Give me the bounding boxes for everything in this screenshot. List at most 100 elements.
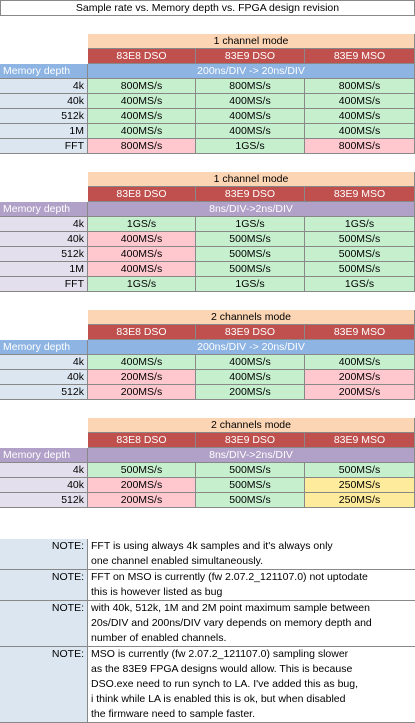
note-label: NOTE: xyxy=(0,601,88,647)
sample-rate-cell: 250MS/s xyxy=(305,478,415,493)
column-header: 83E9 MSO xyxy=(305,325,415,340)
sample-rate-cell: 200MS/s xyxy=(88,370,196,385)
sample-rate-cell: 400MS/s xyxy=(88,124,196,139)
sample-rate-cell: 400MS/s xyxy=(305,109,415,124)
column-header: 83E8 DSO xyxy=(88,187,196,202)
memory-depth-value: 512k xyxy=(0,493,88,508)
column-header: 83E9 MSO xyxy=(305,433,415,448)
blank-cell xyxy=(0,172,88,187)
note-line: with 40k, 512k, 1M and 2M point maximum … xyxy=(91,602,370,614)
sample-rate-cell: 1GS/s xyxy=(88,277,196,292)
memory-depth-value: 40k xyxy=(0,370,88,385)
column-header: 83E9 DSO xyxy=(196,187,305,202)
note-text: FFT is using always 4k samples and it's … xyxy=(88,539,415,570)
sample-rate-cell: 800MS/s xyxy=(305,79,415,94)
memory-depth-label: Memory depth xyxy=(0,448,88,463)
note-line: i think while LA is enabled this is ok, … xyxy=(91,693,346,705)
rate-table: 2 channels mode 83E8 DSO 83E9 DSO 83E9 MSO M… xyxy=(0,310,415,400)
table-row: 4k 1GS/s 1GS/s 1GS/s xyxy=(0,217,415,232)
blank-cell xyxy=(0,310,88,325)
sample-rate-cell: 200MS/s xyxy=(88,478,196,493)
blank-cell xyxy=(0,325,88,340)
sample-rate-cell: 400MS/s xyxy=(196,124,305,139)
blank-cell xyxy=(0,418,88,433)
sample-rate-cell: 400MS/s xyxy=(88,109,196,124)
sample-rate-cell: 1GS/s xyxy=(196,139,305,154)
sample-rate-cell: 500MS/s xyxy=(305,463,415,478)
sample-rate-cell: 1GS/s xyxy=(88,217,196,232)
timebase-range: 200ns/DIV -> 20ns/DIV xyxy=(88,340,415,355)
table-row: 40k 200MS/s 400MS/s 200MS/s xyxy=(0,370,415,385)
table-row: 1M 400MS/s 500MS/s 500MS/s xyxy=(0,262,415,277)
sample-rate-cell: 400MS/s xyxy=(196,370,305,385)
table-row: 40k 400MS/s 500MS/s 500MS/s xyxy=(0,232,415,247)
sample-rate-cell: 200MS/s xyxy=(88,493,196,508)
sample-rate-cell: 200MS/s xyxy=(196,385,305,400)
memory-depth-value: FFT xyxy=(0,139,88,154)
note-row: NOTE: MSO is currently (fw 2.07.2_121107.… xyxy=(0,647,415,723)
column-header: 83E8 DSO xyxy=(88,433,196,448)
sample-rate-cell: 200MS/s xyxy=(305,385,415,400)
tables-container: 1 channel mode 83E8 DSO 83E9 DSO 83E9 MSO Me… xyxy=(0,16,415,539)
sample-rate-cell: 400MS/s xyxy=(88,94,196,109)
sample-rate-cell: 500MS/s xyxy=(305,262,415,277)
table-row: 512k 200MS/s 500MS/s 250MS/s xyxy=(0,493,415,508)
table-spacer xyxy=(0,154,415,172)
blank-cell xyxy=(0,433,88,448)
rate-table: 2 channels mode 83E8 DSO 83E9 DSO 83E9 MSO M… xyxy=(0,418,415,508)
note-line: the firmware need to sample faster. xyxy=(91,708,255,720)
memory-depth-value: 1M xyxy=(0,124,88,139)
sample-rate-cell: 500MS/s xyxy=(196,262,305,277)
memory-depth-label: Memory depth xyxy=(0,340,88,355)
sample-rate-cell: 500MS/s xyxy=(305,232,415,247)
sheet-title: Sample rate vs. Memory depth vs. FPGA de… xyxy=(0,0,415,16)
sample-rate-cell: 500MS/s xyxy=(196,478,305,493)
table-spacer xyxy=(0,16,415,34)
mode-header: 1 channel mode xyxy=(88,34,415,49)
sample-rate-cell: 1GS/s xyxy=(305,277,415,292)
note-row: NOTE: FFT is using always 4k samples and … xyxy=(0,539,415,570)
blank-cell xyxy=(0,34,88,49)
sample-rate-cell: 800MS/s xyxy=(305,139,415,154)
column-header: 83E9 DSO xyxy=(196,325,305,340)
memory-depth-value: 4k xyxy=(0,79,88,94)
memory-depth-value: FFT xyxy=(0,277,88,292)
note-line: 20s/DIV and 200ns/DIV vary depends on me… xyxy=(91,617,372,629)
table-spacer xyxy=(0,292,415,310)
timebase-range: 8ns/DIV->2ns/DIV xyxy=(88,448,415,463)
note-row: NOTE: with 40k, 512k, 1M and 2M point max… xyxy=(0,601,415,647)
timebase-range: 200ns/DIV -> 20ns/DIV xyxy=(88,64,415,79)
blank-cell xyxy=(0,49,88,64)
note-line: this is however listed as bug xyxy=(91,586,223,598)
note-line: DSO.exe need to run synch to LA. I've ad… xyxy=(91,678,359,690)
note-text: MSO is currently (fw 2.07.2_121107.0) sa… xyxy=(88,647,415,723)
sample-rate-cell: 500MS/s xyxy=(196,493,305,508)
sample-rate-cell: 200MS/s xyxy=(88,385,196,400)
blank-cell xyxy=(0,187,88,202)
memory-depth-value: 40k xyxy=(0,94,88,109)
column-header: 83E8 DSO xyxy=(88,49,196,64)
column-header: 83E8 DSO xyxy=(88,325,196,340)
table-row: 4k 500MS/s 500MS/s 500MS/s xyxy=(0,463,415,478)
sample-rate-cell: 800MS/s xyxy=(88,139,196,154)
mode-header: 1 channel mode xyxy=(88,172,415,187)
timebase-range: 8ns/DIV->2ns/DIV xyxy=(88,202,415,217)
memory-depth-value: 1M xyxy=(0,262,88,277)
note-line: FFT is using always 4k samples and it's … xyxy=(91,540,333,552)
sample-rate-cell: 400MS/s xyxy=(88,355,196,370)
memory-depth-value: 512k xyxy=(0,247,88,262)
table-row: 4k 800MS/s 800MS/s 800MS/s xyxy=(0,79,415,94)
table-row: 4k 400MS/s 400MS/s 400MS/s xyxy=(0,355,415,370)
mode-header: 2 channels mode xyxy=(88,310,415,325)
sample-rate-cell: 500MS/s xyxy=(196,463,305,478)
sample-rate-cell: 400MS/s xyxy=(88,232,196,247)
memory-depth-value: 4k xyxy=(0,463,88,478)
sample-rate-cell: 400MS/s xyxy=(88,247,196,262)
table-row: 1M 400MS/s 400MS/s 400MS/s xyxy=(0,124,415,139)
sample-rate-cell: 800MS/s xyxy=(88,79,196,94)
note-line: one channel enabled simultaneously. xyxy=(91,555,264,567)
table-row: FFT 800MS/s 1GS/s 800MS/s xyxy=(0,139,415,154)
sample-rate-cell: 500MS/s xyxy=(305,247,415,262)
notes-section: NOTE: FFT is using always 4k samples and … xyxy=(0,539,415,723)
